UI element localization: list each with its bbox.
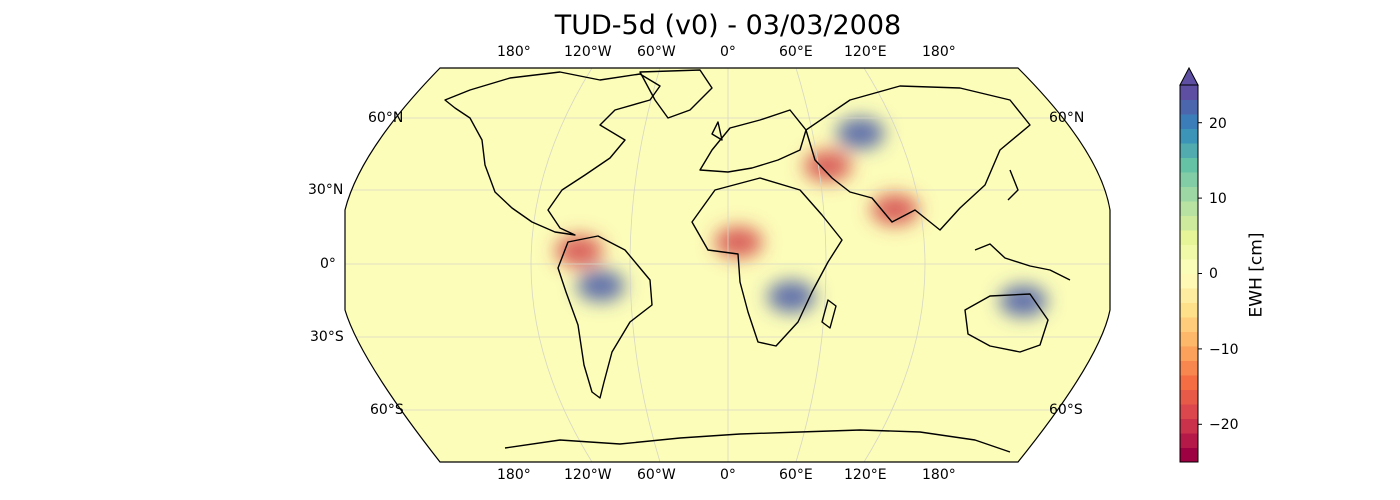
lon-label-top: 60°W xyxy=(637,44,676,60)
colorbar-label: EWH [cm] xyxy=(1246,232,1267,318)
coast-south-america xyxy=(557,235,653,399)
colorbar-segment xyxy=(1180,215,1198,231)
coast-north-america xyxy=(444,71,661,236)
lon-label-bottom: 120°E xyxy=(844,467,887,483)
lat-label-right: 60°S xyxy=(1049,402,1083,418)
map-background xyxy=(345,68,1110,462)
lon-label-top: 120°E xyxy=(844,44,887,60)
colorbar-segment xyxy=(1180,99,1198,115)
lon-label-top: 180° xyxy=(922,44,956,60)
lat-label-left: 0° xyxy=(320,256,336,272)
coast-greenland xyxy=(639,69,713,119)
colorbar-segment xyxy=(1180,157,1198,173)
colorbar-tick-label: −20 xyxy=(1209,417,1239,433)
colorbar-segment xyxy=(1180,172,1198,187)
coastlines xyxy=(444,69,1071,453)
coast-africa xyxy=(691,177,843,347)
colorbar-segment xyxy=(1180,302,1198,318)
coast-uk xyxy=(711,121,723,141)
colorbar-segment xyxy=(1180,433,1198,448)
anomaly-positive xyxy=(576,269,625,302)
colorbar-segment xyxy=(1180,85,1198,100)
colorbar-tick-label: 10 xyxy=(1209,191,1227,207)
coast-maritime-islands xyxy=(974,243,1071,281)
lat-label-left: 30°S xyxy=(310,329,344,345)
anomaly-negative xyxy=(870,193,919,226)
lon-label-bottom: 0° xyxy=(720,467,736,483)
colorbar-segment xyxy=(1180,230,1198,245)
anomaly-negative xyxy=(714,226,763,259)
colorbar-segment xyxy=(1180,273,1198,289)
colorbar-tick-label: 0 xyxy=(1209,266,1218,282)
colorbar-ticks xyxy=(1198,122,1202,425)
colorbar-segment xyxy=(1180,186,1198,202)
colorbar-segment xyxy=(1180,404,1198,419)
colorbar-segment xyxy=(1180,317,1198,332)
colorbar-extend-arrow xyxy=(1179,66,1199,86)
map-title: TUD-5d (v0) - 03/03/2008 xyxy=(554,10,902,41)
colorbar-segments xyxy=(1180,85,1198,463)
colorbar-segment xyxy=(1180,389,1198,405)
colorbar-segment xyxy=(1180,375,1198,390)
colorbar-segment xyxy=(1180,288,1198,303)
colorbar-segment xyxy=(1180,360,1198,376)
lon-label-bottom: 180° xyxy=(497,467,531,483)
lat-label-left: 30°N xyxy=(308,182,344,198)
colorbar-tick-label: 20 xyxy=(1209,116,1227,132)
colorbar-segment xyxy=(1180,201,1198,216)
colorbar-segment xyxy=(1180,331,1198,347)
lat-label-left: 60°S xyxy=(370,402,404,418)
lon-label-bottom: 60°E xyxy=(779,467,813,483)
colorbar-segment xyxy=(1180,128,1198,144)
lon-label-bottom: 180° xyxy=(922,467,956,483)
anomaly-negative xyxy=(803,150,852,182)
colorbar-tick-label: −10 xyxy=(1209,342,1239,358)
anomaly-positive xyxy=(999,285,1048,318)
coast-madagascar xyxy=(821,299,837,329)
lon-label-bottom: 60°W xyxy=(637,467,676,483)
lon-label-top: 60°E xyxy=(779,44,813,60)
lon-label-top: 0° xyxy=(720,44,736,60)
colorbar-segment xyxy=(1180,346,1198,361)
colorbar-segment xyxy=(1180,143,1198,158)
lon-label-top: 180° xyxy=(497,44,531,60)
colorbar-segment xyxy=(1180,447,1198,463)
lat-label-left: 60°N xyxy=(368,110,404,126)
lon-label-top: 120°W xyxy=(564,44,612,60)
coast-asia xyxy=(805,85,1031,231)
coast-antarctica xyxy=(504,429,1011,453)
colorbar-segment xyxy=(1180,244,1198,260)
coast-australia xyxy=(964,293,1049,353)
anomaly-positive xyxy=(836,117,885,150)
colorbar-segment xyxy=(1180,259,1198,274)
coast-japan xyxy=(1007,169,1019,201)
lat-label-right: 60°N xyxy=(1049,110,1085,126)
map xyxy=(344,67,1111,463)
colorbar-segment xyxy=(1180,114,1198,129)
colorbar xyxy=(1179,66,1202,463)
anomaly-positive xyxy=(767,280,816,313)
colorbar-segment xyxy=(1180,418,1198,434)
map-outline xyxy=(344,67,1111,463)
lon-label-bottom: 120°W xyxy=(564,467,612,483)
